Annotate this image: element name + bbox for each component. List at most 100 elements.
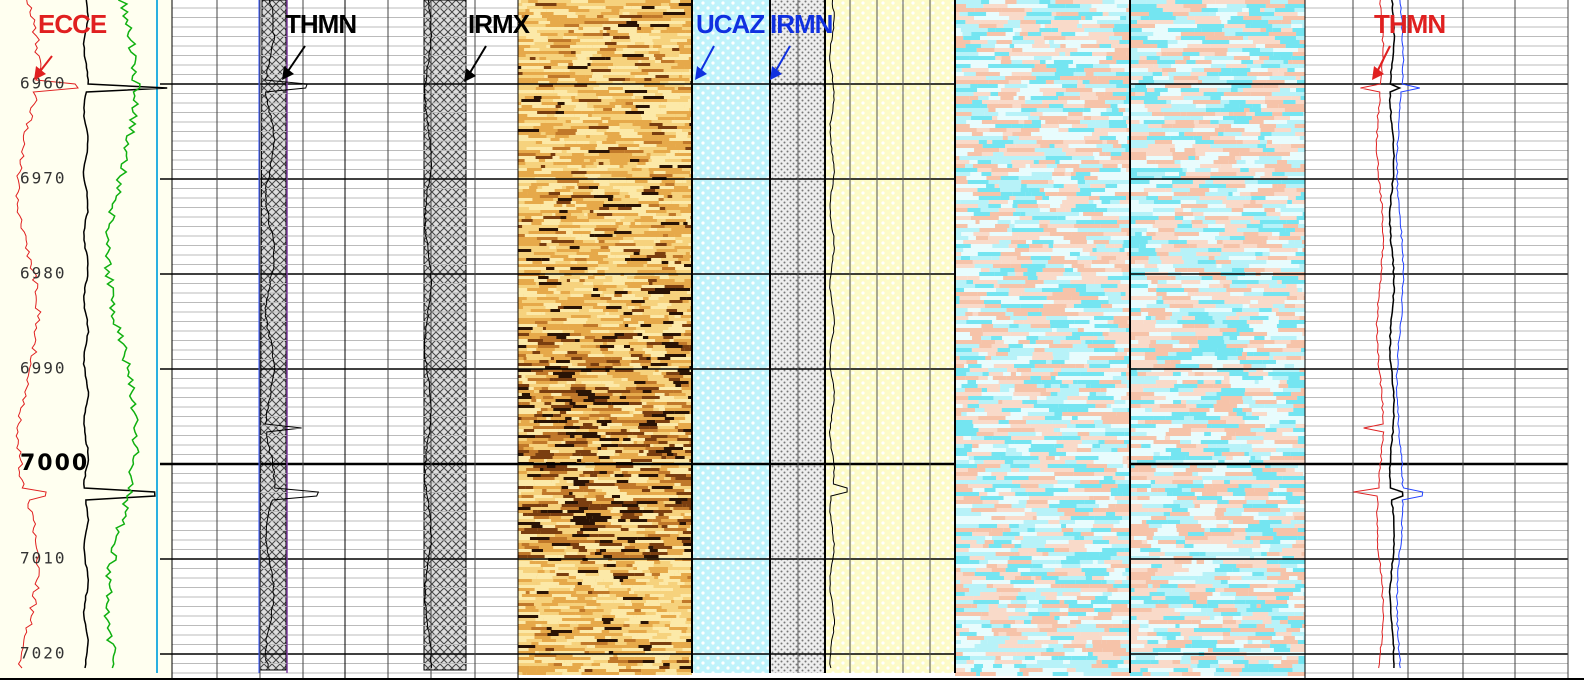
image-pixel [966, 280, 973, 284]
image-pixel [604, 231, 615, 234]
image-pixel [1020, 252, 1028, 256]
image-pixel [1287, 160, 1305, 164]
image-pixel [1105, 244, 1115, 248]
image-pixel [1246, 284, 1265, 288]
image-pixel [955, 224, 968, 228]
image-pixel [653, 444, 661, 447]
image-pixel [583, 33, 603, 36]
image-pixel [582, 432, 598, 435]
image-pixel [1006, 128, 1021, 132]
image-pixel [1153, 208, 1175, 212]
image-pixel [617, 477, 629, 480]
image-pixel [1189, 244, 1197, 248]
image-pixel [1183, 56, 1190, 60]
image-pixel [610, 117, 626, 120]
image-pixel [548, 39, 571, 42]
image-pixel [1050, 8, 1070, 12]
image-pixel [603, 309, 618, 312]
image-pixel [642, 597, 659, 600]
image-pixel [677, 165, 692, 168]
image-pixel [974, 288, 997, 292]
image-pixel [678, 423, 692, 426]
image-pixel [651, 324, 672, 327]
image-pixel [541, 624, 560, 627]
image-pixel [634, 657, 656, 660]
image-pixel [529, 132, 541, 135]
image-pixel [961, 252, 978, 256]
image-pixel [1048, 244, 1054, 248]
image-pixel [999, 72, 1012, 76]
image-pixel [640, 249, 657, 252]
image-pixel [654, 576, 659, 579]
image-pixel [541, 504, 549, 507]
image-pixel [1062, 108, 1084, 112]
image-pixel [541, 258, 550, 261]
image-pixel [1205, 112, 1216, 116]
image-pixel [656, 381, 674, 384]
image-pixel [538, 159, 546, 162]
image-pixel [966, 176, 971, 180]
image-pixel [611, 225, 619, 228]
image-pixel [1214, 128, 1225, 132]
image-pixel [1167, 88, 1181, 92]
image-pixel [550, 450, 559, 453]
image-pixel [1082, 248, 1093, 252]
image-pixel [1018, 136, 1043, 140]
image-pixel [625, 102, 633, 105]
image-pixel [651, 486, 673, 489]
image-pixel [1218, 120, 1234, 124]
image-pixel [609, 669, 620, 672]
image-pixel [1130, 32, 1154, 36]
image-pixel [1065, 152, 1094, 156]
image-pixel [574, 564, 584, 567]
image-pixel [553, 42, 577, 45]
image-pixel [589, 9, 612, 12]
image-pixel [627, 285, 642, 288]
image-pixel [602, 285, 617, 288]
image-pixel [640, 72, 649, 75]
image-pixel [955, 16, 974, 20]
image-pixel [637, 27, 642, 30]
image-pixel [1303, 136, 1305, 140]
image-pixel [1037, 276, 1057, 280]
image-pixel [518, 636, 535, 639]
image-pixel [1287, 84, 1305, 88]
image-pixel [687, 627, 692, 630]
image-pixel [645, 612, 656, 615]
image-pixel [538, 642, 555, 645]
image-pixel [534, 633, 548, 636]
image-pixel [1110, 156, 1130, 160]
image-pixel [1130, 228, 1138, 232]
image-pixel [581, 333, 594, 336]
image-pixel [583, 471, 594, 474]
image-pixel [970, 216, 999, 220]
image-pixel [544, 570, 550, 573]
image-pixel [612, 366, 634, 369]
image-pixel [612, 363, 622, 366]
image-pixel [570, 294, 584, 297]
image-pixel [1167, 28, 1195, 32]
image-pixel [542, 393, 552, 396]
image-pixel [579, 279, 585, 282]
image-pixel [592, 669, 600, 672]
image-pixel [551, 594, 572, 597]
image-pixel [570, 126, 589, 129]
image-pixel [1064, 56, 1085, 60]
image-pixel [518, 354, 526, 357]
image-pixel [556, 162, 566, 165]
image-pixel [554, 357, 572, 360]
image-pixel [576, 252, 599, 255]
image-pixel [655, 114, 676, 117]
image-pixel [682, 180, 687, 183]
image-pixel [635, 393, 656, 396]
image-pixel [1173, 80, 1198, 84]
image-pixel [1199, 156, 1219, 160]
image-pixel [959, 296, 981, 300]
image-pixel [1053, 180, 1078, 184]
image-pixel [1035, 196, 1043, 200]
image-pixel [518, 345, 527, 348]
image-pixel [546, 294, 563, 297]
image-pixel [651, 30, 661, 33]
image-pixel [664, 132, 676, 135]
image-pixel [591, 369, 606, 372]
